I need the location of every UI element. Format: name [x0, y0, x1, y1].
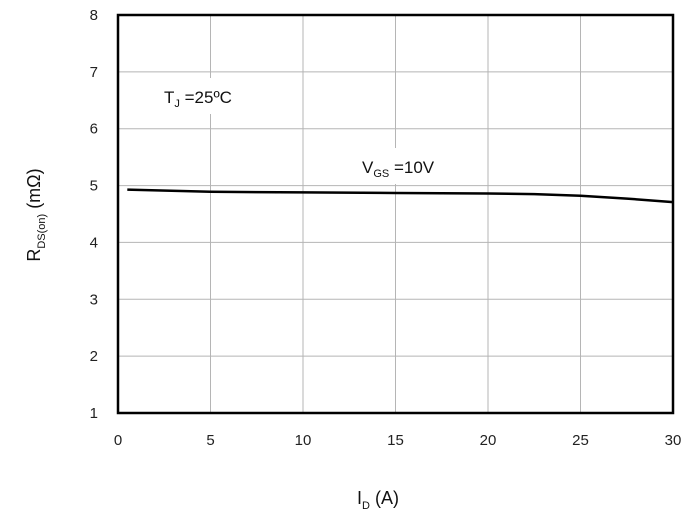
annotation-tj-main: T: [164, 88, 174, 107]
y-axis-title-rest: (mΩ): [24, 168, 44, 213]
series-line-rds-on: [127, 188, 674, 204]
x-tick-label-1: 5: [206, 432, 214, 449]
x-axis-title-sub: D: [362, 500, 370, 511]
annotation-vgs-sub: GS: [373, 168, 389, 180]
y-tick-labels: 1 2 3 4 5 6 7 8: [90, 7, 98, 422]
y-tick-label-6: 7: [90, 64, 98, 81]
grid: [118, 15, 673, 413]
x-tick-label-4: 20: [480, 432, 497, 449]
annotation-vgs-main: V: [362, 158, 374, 177]
annotation-vgs-background: [354, 148, 480, 184]
plot-area-frame: [116, 13, 675, 415]
y-tick-label-0: 1: [90, 405, 98, 422]
x-axis-title-main: I: [357, 488, 362, 508]
y-tick-label-5: 6: [90, 121, 98, 138]
y-tick-label-3: 4: [90, 234, 98, 251]
y-axis-title-main: R: [24, 249, 44, 262]
y-tick-label-4: 5: [90, 178, 98, 195]
y-axis-title-sub: DS(on): [36, 214, 48, 249]
x-tick-label-5: 25: [572, 432, 589, 449]
annotation-tj: TJ =25ºC: [164, 88, 232, 110]
x-tick-label-0: 0: [114, 432, 122, 449]
annotation-vgs-rest: =10V: [389, 158, 435, 177]
y-tick-label-7: 8: [90, 7, 98, 24]
x-tick-label-3: 15: [387, 432, 404, 449]
y-tick-label-1: 2: [90, 348, 98, 365]
annotation-tj-sub: J: [174, 98, 180, 110]
x-tick-label-2: 10: [295, 432, 312, 449]
x-tick-label-6: 30: [665, 432, 682, 449]
x-axis-title-rest: (A): [370, 488, 399, 508]
y-axis-title: RDS(on) (mΩ): [24, 168, 48, 261]
annotation-vgs: VGS =10V: [362, 158, 435, 180]
x-axis-title: ID (A): [357, 488, 399, 511]
annotation-tj-rest: =25ºC: [180, 88, 232, 107]
annotation-tj-background: [152, 78, 274, 114]
y-tick-label-2: 3: [90, 291, 98, 308]
x-tick-labels: 0 5 10 15 20 25 30: [114, 432, 682, 449]
